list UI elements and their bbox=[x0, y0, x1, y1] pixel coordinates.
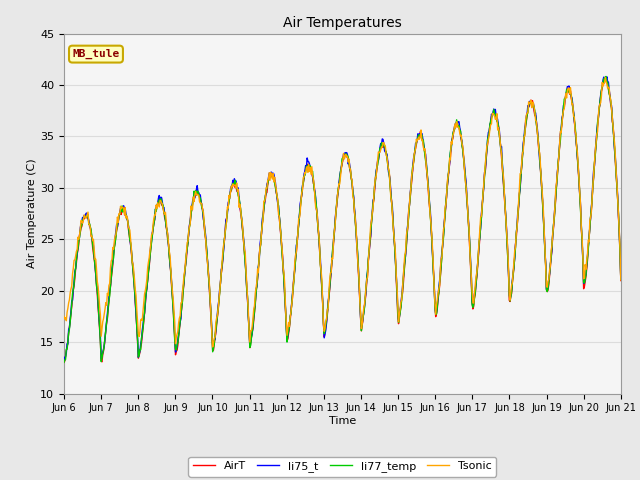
Line: AirT: AirT bbox=[64, 79, 621, 362]
AirT bbox=[127, 250, 135, 255]
li75_t bbox=[603, 74, 611, 80]
li77_temp bbox=[70, 281, 78, 287]
Tsonic bbox=[428, 221, 435, 227]
Tsonic bbox=[214, 306, 222, 312]
Title: Air Temperatures: Air Temperatures bbox=[283, 16, 402, 30]
Tsonic bbox=[209, 344, 216, 350]
AirT bbox=[617, 277, 625, 283]
AirT bbox=[214, 315, 221, 321]
li77_temp bbox=[60, 360, 68, 365]
li77_temp bbox=[184, 240, 192, 246]
li75_t bbox=[617, 276, 625, 282]
AirT bbox=[184, 240, 192, 246]
Tsonic bbox=[617, 277, 625, 283]
Line: li75_t: li75_t bbox=[64, 77, 621, 360]
AirT bbox=[60, 359, 68, 365]
Tsonic bbox=[60, 313, 68, 319]
li75_t bbox=[71, 268, 79, 274]
Tsonic bbox=[602, 74, 609, 80]
li75_t bbox=[214, 302, 222, 308]
li77_temp bbox=[410, 155, 418, 161]
Legend: AirT, li75_t, li77_temp, Tsonic: AirT, li75_t, li77_temp, Tsonic bbox=[188, 457, 497, 477]
AirT bbox=[426, 211, 434, 216]
li77_temp bbox=[602, 73, 610, 79]
AirT bbox=[70, 283, 78, 289]
AirT bbox=[410, 157, 418, 163]
li77_temp bbox=[127, 247, 135, 253]
X-axis label: Time: Time bbox=[329, 416, 356, 426]
li75_t bbox=[185, 232, 193, 238]
li77_temp bbox=[426, 212, 434, 218]
Tsonic bbox=[70, 257, 78, 263]
li75_t bbox=[428, 224, 435, 229]
Line: Tsonic: Tsonic bbox=[64, 77, 621, 347]
Line: li77_temp: li77_temp bbox=[64, 76, 621, 362]
Tsonic bbox=[127, 246, 135, 252]
li77_temp bbox=[214, 312, 221, 318]
Text: MB_tule: MB_tule bbox=[72, 49, 120, 59]
li75_t bbox=[60, 354, 68, 360]
li75_t bbox=[128, 256, 136, 262]
li75_t bbox=[411, 149, 419, 155]
Tsonic bbox=[411, 148, 419, 154]
AirT bbox=[601, 76, 609, 82]
Tsonic bbox=[184, 238, 192, 244]
Y-axis label: Air Temperature (C): Air Temperature (C) bbox=[28, 159, 37, 268]
li75_t bbox=[61, 357, 68, 363]
li77_temp bbox=[617, 276, 625, 282]
